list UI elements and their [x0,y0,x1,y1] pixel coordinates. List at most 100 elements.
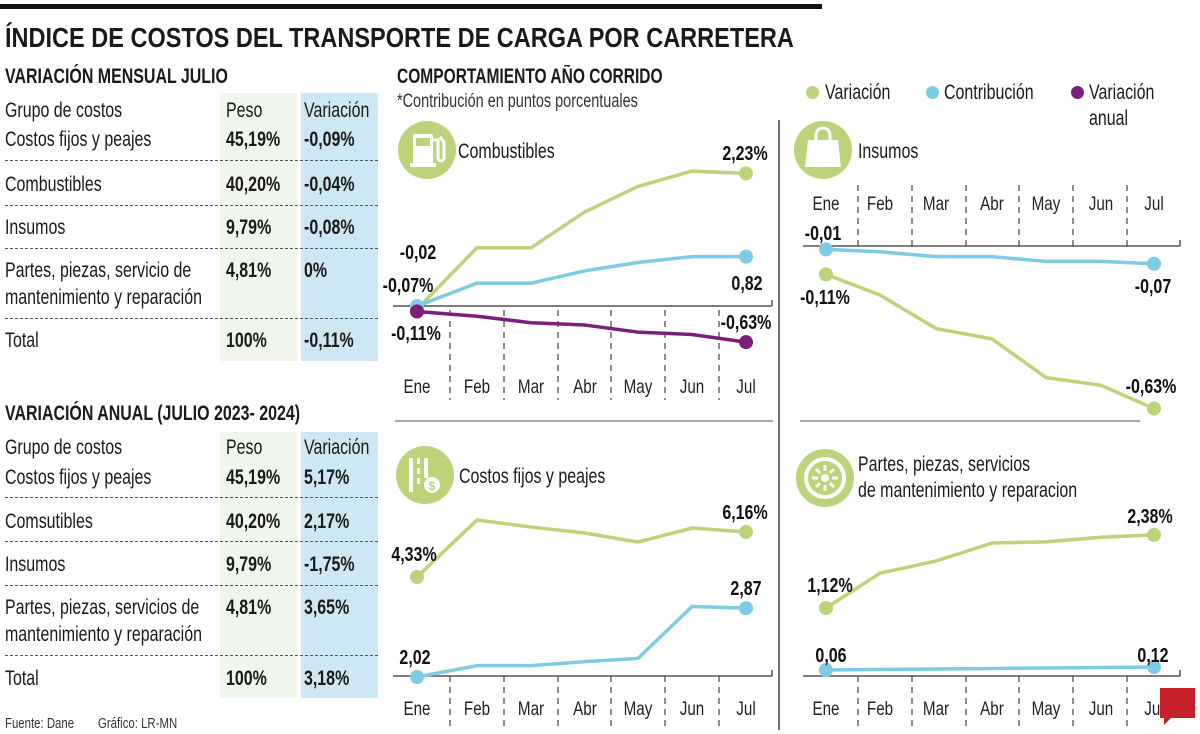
month-label: May [1032,697,1061,719]
header-peso: Peso [226,99,263,122]
data-label: -0,63% [1126,375,1177,397]
row-variacion: -0,11% [304,329,354,352]
legend-label: Contribución [944,81,1034,104]
fuel-pump-icon [398,121,456,179]
row-group: Partes, piezas, servicios de [5,596,200,619]
source-text: Fuente: Dane [5,715,75,732]
data-point [739,335,753,350]
row-group: Comsutibles [5,510,93,533]
data-label: -0,02 [400,241,436,263]
month-label: Jul [1144,192,1163,214]
data-label: 1,12% [807,574,852,596]
series-line-contribucion [416,604,747,679]
row-group-line2: mantenimiento y reparación [5,623,202,646]
variacion-column-bg [301,432,378,698]
svg-text:$: $ [429,479,436,493]
charts-title: COMPORTAMIENTO AÑO CORRIDO [397,65,663,88]
data-label: 0,12 [1137,644,1168,666]
data-point [819,601,833,615]
data-label: 2,02 [399,646,430,668]
data-label: -0,11% [800,286,850,308]
peso-column-bg [220,93,297,361]
row-variacion: 5,17% [304,466,350,489]
lr-logo [1160,688,1195,725]
data-label: -0,63% [721,311,772,333]
month-label: Feb [464,697,490,719]
data-label: -0,01 [805,222,841,244]
month-label: Mar [518,375,544,397]
data-point [819,663,833,677]
annual-table-title: VARIACIÓN ANUAL (JULIO 2023- 2024) [5,402,301,425]
month-label: Mar [518,697,544,719]
row-peso: 4,81% [226,259,272,282]
row-divider [5,497,378,498]
row-variacion: 3,18% [304,667,350,690]
row-peso: 100% [226,667,267,690]
month-label: Feb [867,192,893,214]
series-line-contribucion [825,665,1155,672]
data-point [819,267,833,282]
month-label: Feb [464,375,490,397]
series-line-contribucion [416,254,746,308]
data-point [739,249,753,264]
wheel-icon [796,449,854,507]
series-line-variacion [825,533,1155,610]
row-divider [5,160,378,161]
row-group: Costos fijos y peajes [5,466,152,489]
data-point [410,304,424,319]
row-divider [5,585,378,586]
row-peso: 4,81% [226,596,272,619]
month-label: Jul [1144,697,1163,719]
data-point [1147,256,1161,271]
month-label: May [624,375,653,397]
credit-text: Gráfico: LR-MN [98,715,178,732]
header-group: Grupo de costos [5,99,123,122]
peso-column-bg [220,432,297,698]
row-variacion: 0% [304,259,328,282]
row-peso: 9,79% [226,216,272,239]
row-group: Total [5,329,39,352]
legend-swatch-variacion-anual [1071,86,1084,99]
month-label: Abr [573,697,597,719]
top-rule [0,4,822,9]
month-label: Ene [403,697,430,719]
header-peso: Peso [226,436,263,459]
month-label: Abr [573,375,597,397]
series-line-variacion [415,169,747,311]
row-peso: 40,20% [226,173,281,196]
series-line-variacion [825,272,1155,411]
data-label: 4,33% [391,543,436,565]
header-variacion: Variación [304,436,370,459]
chart-title-costos-fijos: Costos fijos y peajes [459,465,606,488]
month-label: May [624,697,653,719]
row-variacion: -0,04% [304,173,355,196]
legend-swatch-variacion [806,86,819,99]
month-label: Mar [923,192,949,214]
data-label: -0,11% [391,322,441,344]
row-group: Partes, piezas, servicio de [5,259,192,282]
row-group: Total [5,667,39,690]
data-point [1147,660,1161,674]
row-group: Combustibles [5,173,102,196]
page-title: ÍNDICE DE COSTOS DEL TRANSPORTE DE CARGA… [5,22,794,53]
month-label: Jul [736,375,755,397]
data-point [410,570,424,584]
legend-label-line2: anual [1089,107,1129,130]
data-label: 2,87 [730,577,761,599]
row-peso: 40,20% [226,510,281,533]
data-label: 6,16% [722,501,767,523]
row-divider [5,655,378,656]
data-point [739,166,753,181]
series-line-variacion [415,518,747,579]
shopping-bag-icon [794,121,852,179]
month-label: Jun [680,697,704,719]
series-line-variacion-anual [416,309,747,344]
month-label: Jun [1089,192,1113,214]
month-label: Abr [980,192,1004,214]
row-variacion: -0,08% [304,216,355,239]
row-variacion: 3,65% [304,596,350,619]
row-peso: 100% [226,329,267,352]
legend-swatch-contribucion [926,86,939,99]
row-group-line2: mantenimiento y reparación [5,286,202,309]
